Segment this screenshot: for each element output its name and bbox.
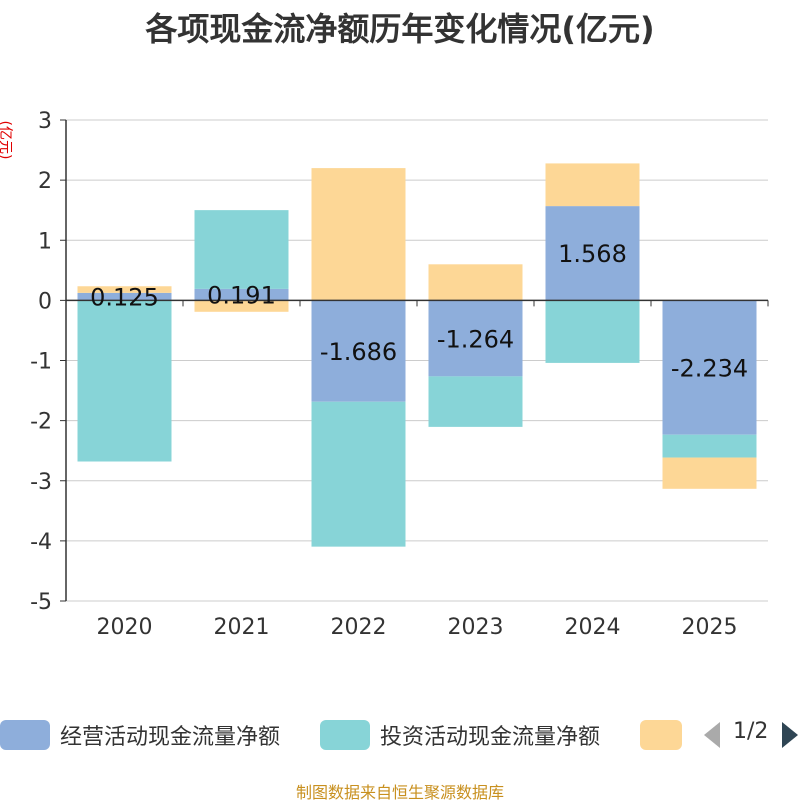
x-tick-label-2023: 2023	[448, 615, 504, 640]
y-tick-label: 0	[38, 289, 52, 314]
bar-investing-2020	[77, 300, 172, 462]
chart-plot: 3 2 1 0 -1 -2 -3 -4 -5 2020 2021 2022 2023 2024 2025 0…	[30, 109, 769, 640]
bar-financing-2024	[545, 163, 640, 207]
y-tick-label: -4	[30, 530, 52, 555]
legend-item-financing[interactable]	[640, 718, 682, 752]
y-tick-label: -3	[30, 470, 52, 495]
bar-investing-2022	[311, 401, 406, 547]
bar-financing-2023	[428, 264, 523, 301]
bar-investing-2023	[428, 376, 523, 427]
data-label-2023: -1.264	[437, 325, 514, 353]
x-tick-label-2020: 2020	[97, 615, 153, 640]
data-labels: 0.125 0.191 -1.686 -1.264 1.568 -2.234	[90, 240, 748, 382]
legend-label-operating: 经营活动现金流量净额	[60, 725, 281, 750]
legend-swatch-investing	[320, 720, 370, 750]
bar-investing-2024	[545, 300, 640, 363]
data-label-2024: 1.568	[558, 240, 627, 268]
bar-operating-2022	[311, 300, 406, 402]
x-tick-label-2022: 2022	[331, 615, 387, 640]
legend-page-indicator: 1/2	[733, 719, 769, 744]
bar-financing-2020	[77, 286, 172, 293]
chart-title: 各项现金流净额历年变化情况(亿元)	[145, 10, 655, 48]
bar-operating-2023	[428, 300, 523, 377]
x-tick-label-2021: 2021	[214, 615, 270, 640]
bar-financing-2025	[662, 457, 757, 489]
data-label-2022: -1.686	[320, 338, 397, 366]
bar-investing-2021	[194, 210, 289, 289]
bar-financing-2022	[311, 168, 406, 301]
legend-prev-icon[interactable]	[704, 722, 720, 748]
bar-operating-2025	[662, 300, 757, 435]
x-tick-label-2025: 2025	[682, 615, 738, 640]
data-label-2021: 0.191	[207, 282, 276, 310]
y-tick-label: 3	[38, 109, 52, 134]
legend-swatch-operating	[0, 720, 50, 750]
legend-label-investing: 投资活动现金流量净额	[380, 725, 601, 750]
source-note: 制图数据来自恒生聚源数据库	[295, 783, 504, 802]
y-tick-label: 2	[38, 169, 52, 194]
y-tick-label: -2	[30, 410, 52, 435]
bar-investing-2025	[662, 434, 757, 458]
legend-swatch-financing	[640, 720, 682, 750]
y-tick-label: 1	[38, 229, 52, 254]
bars	[77, 163, 757, 547]
x-tick-label-2024: 2024	[565, 615, 621, 640]
legend-item-operating[interactable]: 经营活动现金流量净额	[0, 718, 280, 752]
data-label-2025: -2.234	[671, 355, 748, 383]
legend-next-icon[interactable]	[782, 722, 798, 748]
bar-operating-2020	[77, 292, 172, 301]
grid-lines	[66, 119, 768, 602]
bar-operating-2024	[545, 206, 640, 301]
bar-financing-2021	[194, 300, 289, 312]
y-tick-label: -5	[30, 590, 52, 615]
legend-item-investing[interactable]: 投资活动现金流量净额	[320, 718, 600, 752]
y-tick-label: -1	[30, 350, 52, 375]
bar-operating-2021	[194, 288, 289, 301]
legend-pager: 1/2	[700, 718, 800, 752]
axes: 3 2 1 0 -1 -2 -3 -4 -5 2020 2021 2022 2023 2024 2025	[30, 109, 769, 640]
data-label-2020: 0.125	[90, 284, 159, 312]
